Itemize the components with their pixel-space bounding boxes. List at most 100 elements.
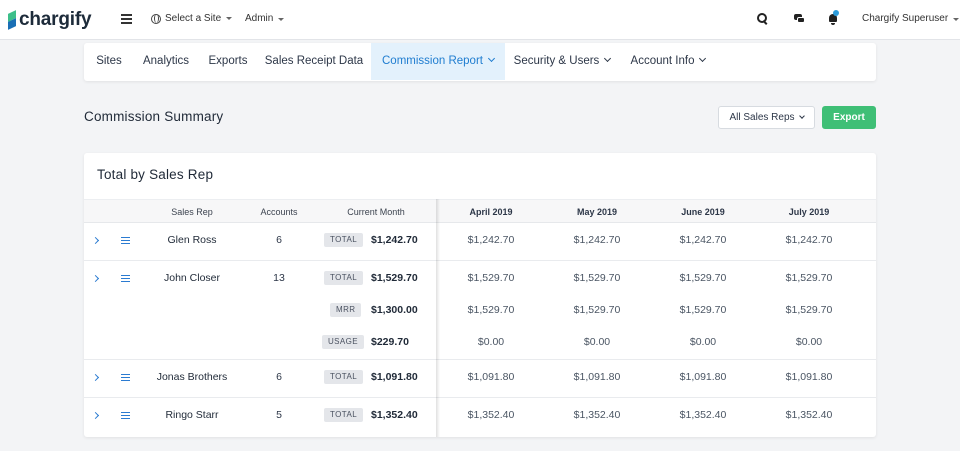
chevron-down-icon: [699, 54, 707, 63]
notification-badge: [833, 10, 839, 16]
nav-sales-receipt-data[interactable]: Sales Receipt Data: [258, 43, 370, 80]
month-amount: $0.00: [583, 336, 611, 348]
expand-row-icon[interactable]: [91, 236, 100, 245]
month-amount: $1,529.70: [679, 272, 727, 284]
user-menu[interactable]: Chargify Superuser: [862, 13, 960, 24]
user-name: Chargify Superuser: [862, 13, 949, 24]
sales-rep-name[interactable]: Glen Ross: [167, 234, 217, 246]
nav-sites[interactable]: Sites: [84, 43, 134, 80]
admin-menu[interactable]: Admin: [245, 13, 285, 24]
nav-exports[interactable]: Exports: [198, 43, 258, 80]
month-amount: $1,529.70: [785, 272, 833, 284]
month-amount: $0.00: [689, 336, 717, 348]
line-tag: TOTAL: [324, 370, 364, 384]
admin-label: Admin: [245, 13, 274, 24]
chargify-logo[interactable]: chargify: [8, 9, 92, 31]
month-amount: $1,352.40: [785, 409, 833, 421]
col-current-month: Current Month: [347, 207, 405, 217]
chargify-logo-icon: [8, 10, 17, 30]
month-amount: $0.00: [477, 336, 505, 348]
month-amount: $1,091.80: [679, 371, 727, 383]
row-divider: [84, 359, 876, 360]
caret-down-icon: [278, 18, 285, 21]
col-month: June 2019: [681, 207, 725, 217]
month-amount: $1,091.80: [573, 371, 621, 383]
month-amount: $1,529.70: [467, 304, 515, 316]
current-month-amount: $229.70: [371, 336, 409, 348]
month-amount: $1,529.70: [467, 272, 515, 284]
month-amount: $1,529.70: [573, 272, 621, 284]
col-accounts: Accounts: [260, 207, 298, 217]
current-month-amount: $1,242.70: [371, 234, 418, 246]
list-icon[interactable]: [121, 412, 130, 420]
caret-down-icon: [953, 18, 960, 21]
month-amount: $1,242.70: [467, 234, 515, 246]
list-icon[interactable]: [121, 237, 130, 245]
caret-down-icon: [226, 17, 233, 20]
current-month-amount: $1,300.00: [371, 304, 418, 316]
nav-commission-report[interactable]: Commission Report: [371, 43, 505, 80]
month-amount: $1,242.70: [573, 234, 621, 246]
expand-row-icon[interactable]: [91, 373, 100, 382]
month-amount: $1,352.40: [573, 409, 621, 421]
expand-row-icon[interactable]: [91, 274, 100, 283]
nav-security-users-label: Security & Users: [513, 55, 600, 67]
chat-icon[interactable]: [794, 14, 805, 23]
sales-rep-name[interactable]: Jonas Brothers: [156, 371, 228, 383]
chevron-down-icon: [798, 113, 805, 119]
table-header: Sales Rep Accounts Current Month April 2…: [84, 199, 876, 223]
month-amount: $1,352.40: [679, 409, 727, 421]
site-select-label: Select a Site: [165, 13, 222, 24]
line-tag: USAGE: [322, 335, 365, 349]
list-icon[interactable]: [121, 374, 130, 382]
month-amount: $1,242.70: [785, 234, 833, 246]
chevron-down-icon: [604, 54, 612, 63]
nav-analytics[interactable]: Analytics: [134, 43, 198, 80]
nav-sites-label: Sites: [96, 55, 122, 67]
main-nav: Sites Analytics Exports Sales Receipt Da…: [84, 43, 876, 81]
notification-bell-icon[interactable]: [828, 13, 838, 25]
col-month: July 2019: [788, 207, 830, 217]
page-title: Commission Summary: [84, 109, 224, 124]
nav-exports-label: Exports: [208, 55, 248, 67]
accounts-count: 6: [276, 371, 282, 383]
top-bar: chargify Select a Site Admin Chargify Su…: [0, 0, 960, 40]
nav-security-users[interactable]: Security & Users: [511, 43, 613, 80]
hamburger-menu-icon[interactable]: [121, 14, 132, 24]
card-title: Total by Sales Rep: [97, 167, 214, 182]
line-tag: TOTAL: [324, 271, 364, 285]
month-amount: $1,242.70: [679, 234, 727, 246]
frozen-columns-shadow: [436, 199, 440, 437]
sales-rep-name[interactable]: John Closer: [163, 272, 221, 284]
globe-icon: [151, 13, 161, 24]
month-amount: $1,529.70: [573, 304, 621, 316]
month-amount: $0.00: [795, 336, 823, 348]
accounts-count: 6: [276, 234, 282, 246]
sales-reps-select[interactable]: All Sales Reps: [718, 106, 815, 129]
nav-sales-receipt-data-label: Sales Receipt Data: [264, 55, 364, 67]
nav-account-info[interactable]: Account Info: [624, 43, 712, 80]
month-amount: $1,352.40: [467, 409, 515, 421]
month-amount: $1,529.70: [679, 304, 727, 316]
row-divider: [84, 397, 876, 398]
current-month-amount: $1,352.40: [371, 409, 418, 421]
expand-row-icon[interactable]: [91, 411, 100, 420]
accounts-count: 5: [276, 409, 282, 421]
row-divider: [84, 260, 876, 261]
col-month: April 2019: [469, 207, 513, 217]
nav-analytics-label: Analytics: [142, 55, 190, 67]
nav-commission-report-label: Commission Report: [382, 55, 483, 67]
current-month-amount: $1,091.80: [371, 371, 418, 383]
line-tag: MRR: [330, 303, 362, 317]
site-select[interactable]: Select a Site: [151, 13, 233, 24]
logo-text: chargify: [19, 9, 92, 30]
search-icon[interactable]: [757, 13, 768, 24]
export-button[interactable]: Export: [822, 106, 876, 129]
nav-account-info-label: Account Info: [630, 55, 695, 67]
chevron-down-icon: [487, 54, 496, 63]
month-amount: $1,529.70: [785, 304, 833, 316]
month-amount: $1,091.80: [467, 371, 515, 383]
accounts-count: 13: [273, 272, 285, 284]
list-icon[interactable]: [121, 275, 130, 283]
sales-rep-name[interactable]: Ringo Starr: [165, 409, 219, 421]
